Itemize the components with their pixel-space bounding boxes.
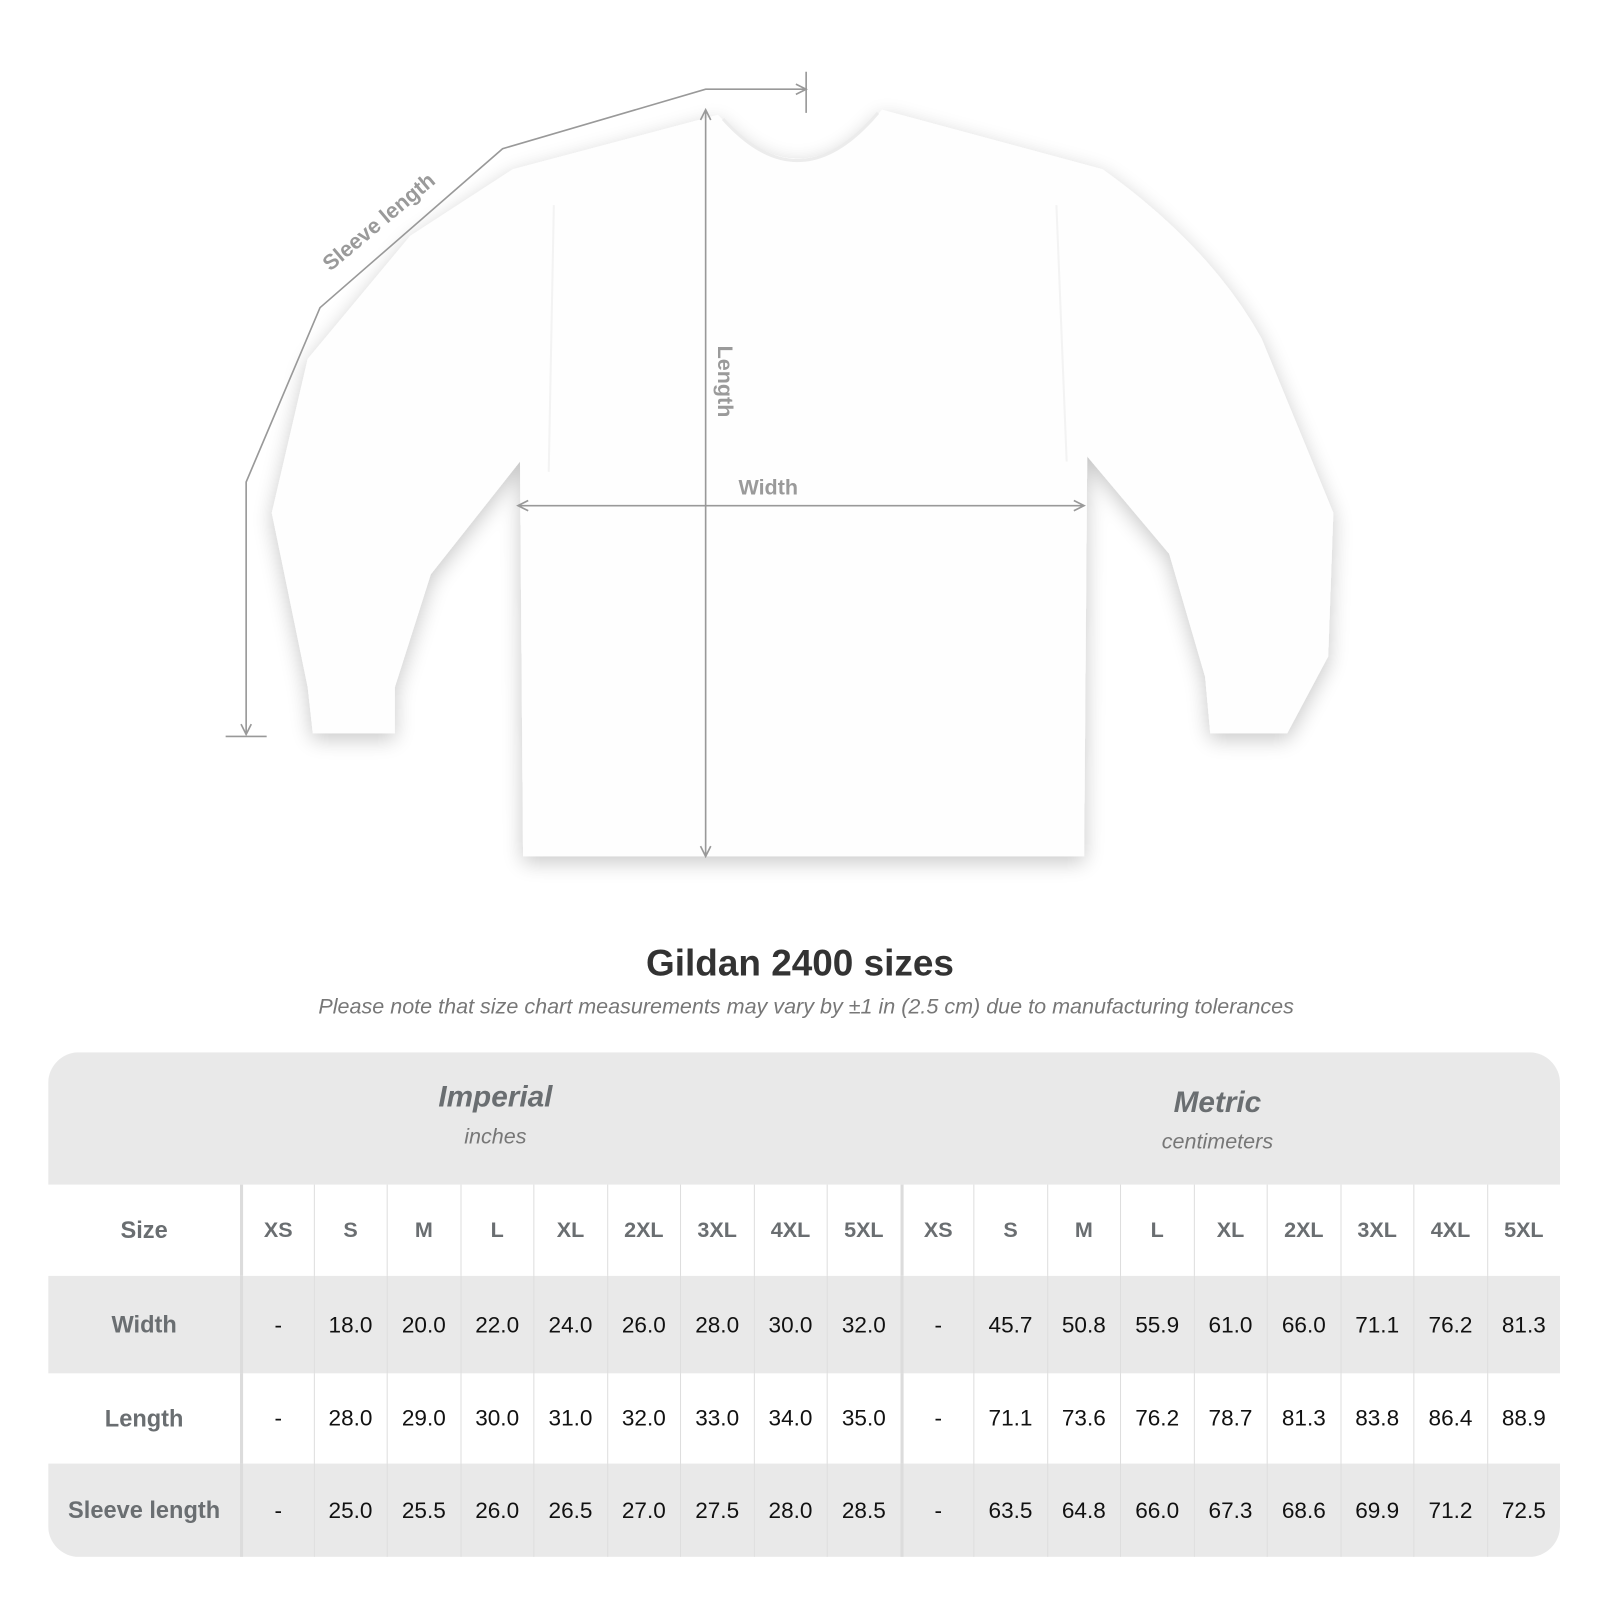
value-cell: 28.0 [679,1275,753,1374]
row-label: Sleeve length [68,1496,221,1524]
value-cell: 76.2 [1119,1373,1193,1464]
tolerance-note: Please note that size chart measurements… [318,994,1294,1019]
value-cell: - [239,1463,313,1557]
value-cell: 72.5 [1486,1463,1560,1557]
size-header-imperial: 2XL [606,1184,680,1276]
value-cell: 63.5 [973,1463,1046,1557]
value-cell: - [239,1373,313,1464]
size-header-imperial: XL [533,1184,606,1276]
value-cell: 61.0 [1193,1275,1266,1374]
value-cell: 35.0 [826,1373,900,1464]
size-header-imperial: 5XL [826,1184,900,1276]
value-cell: 81.3 [1266,1373,1340,1464]
width-label: Width [738,475,798,499]
value-cell: 27.0 [606,1463,680,1557]
size-header-metric: L [1119,1184,1193,1276]
value-cell: 45.7 [973,1275,1046,1374]
value-cell: 28.5 [826,1463,900,1557]
value-cell: 18.0 [313,1275,386,1374]
size-header-imperial: L [459,1184,533,1276]
value-cell: 66.0 [1119,1463,1193,1557]
value-cell: 27.5 [679,1463,753,1557]
length-label: Length [713,346,737,418]
value-cell: - [239,1275,313,1374]
value-cell: 32.0 [826,1275,900,1374]
value-cell: 73.6 [1046,1373,1120,1464]
value-cell: 29.0 [386,1373,460,1464]
size-header-metric: 4XL [1413,1184,1486,1276]
value-cell: 88.9 [1486,1373,1560,1464]
value-cell: 71.1 [1339,1275,1413,1374]
value-cell: - [899,1463,973,1557]
value-cell: 66.0 [1266,1275,1340,1374]
value-cell: 25.5 [386,1463,460,1557]
imperial-unit: inches [464,1125,527,1149]
sleeve-measure-line [245,88,806,735]
length-measure-line [699,107,712,859]
metric-title: Metric [1173,1086,1262,1119]
width-measure-line [516,499,1086,512]
imperial-header: Imperial inches [290,1081,700,1150]
size-header-imperial: XS [239,1184,313,1276]
value-cell: 69.9 [1339,1463,1413,1557]
size-header-imperial: S [313,1184,386,1276]
value-cell: - [899,1275,973,1374]
size-header-metric: 3XL [1339,1184,1413,1276]
value-cell: 34.0 [753,1373,826,1464]
value-cell: 30.0 [459,1373,533,1464]
value-cell: 83.8 [1339,1373,1413,1464]
table-row: Length -28.0 29.0 30.0 31.0 32.0 33.0 34.0 35.0-… [48,1373,1560,1464]
value-cell: 71.2 [1413,1463,1486,1557]
value-cell: 50.8 [1046,1275,1120,1374]
size-header-metric: XS [899,1184,973,1276]
shirt-measurement-diagram: Sleeve length Length Width [225,71,1334,859]
value-cell: 71.1 [973,1373,1046,1464]
value-cell: 32.0 [606,1373,680,1464]
value-cell: 64.8 [1046,1463,1120,1557]
size-header-metric: 5XL [1486,1184,1560,1276]
row-label: Width [111,1310,177,1338]
value-cell: 33.0 [679,1373,753,1464]
row-label: Size [120,1216,168,1244]
value-cell: 31.0 [533,1373,606,1464]
table-row: Sleeve length -25.0 25.5 26.0 26.5 27.0 27.5 28… [48,1463,1560,1557]
size-header-imperial: 4XL [753,1184,826,1276]
size-header-imperial: M [386,1184,460,1276]
value-cell: 68.6 [1266,1463,1340,1557]
value-cell: 25.0 [313,1463,386,1557]
row-label: Length [104,1404,184,1432]
imperial-title: Imperial [438,1081,553,1114]
value-cell: 76.2 [1413,1275,1486,1374]
size-header-metric: 2XL [1266,1184,1340,1276]
value-cell: 30.0 [753,1275,826,1374]
value-cell: - [899,1373,973,1464]
value-cell: 24.0 [533,1275,606,1374]
value-cell: 20.0 [386,1275,460,1374]
value-cell: 26.0 [606,1275,680,1374]
metric-header: Metric centimeters [1012,1086,1422,1155]
size-header-metric: S [973,1184,1046,1276]
size-header-row: Size XS S M L XL 2XL 3XL 4XL 5XL XS S M L XL 2XL 3XL 4XL 5… [48,1184,1560,1276]
metric-unit: centimeters [1161,1130,1274,1154]
value-cell: 67.3 [1193,1463,1266,1557]
value-cell: 26.5 [533,1463,606,1557]
shirt-image [271,109,1334,857]
value-cell: 86.4 [1413,1373,1486,1464]
value-cell: 28.0 [753,1463,826,1557]
size-header-metric: M [1046,1184,1120,1276]
size-table: Imperial inches Metric centimeters Size X… [48,1052,1560,1557]
value-cell: 28.0 [313,1373,386,1464]
page-title: Gildan 2400 sizes [646,941,954,984]
value-cell: 26.0 [459,1463,533,1557]
size-header-imperial: 3XL [679,1184,753,1276]
table-row: Width -18.0 20.0 22.0 24.0 26.0 28.0 30.0 32.0-4… [48,1275,1560,1374]
value-cell: 81.3 [1486,1275,1560,1374]
size-header-metric: XL [1193,1184,1266,1276]
value-cell: 55.9 [1119,1275,1193,1374]
unit-header-band: Imperial inches Metric centimeters [48,1052,1560,1185]
value-cell: 78.7 [1193,1373,1266,1464]
value-cell: 22.0 [459,1275,533,1374]
